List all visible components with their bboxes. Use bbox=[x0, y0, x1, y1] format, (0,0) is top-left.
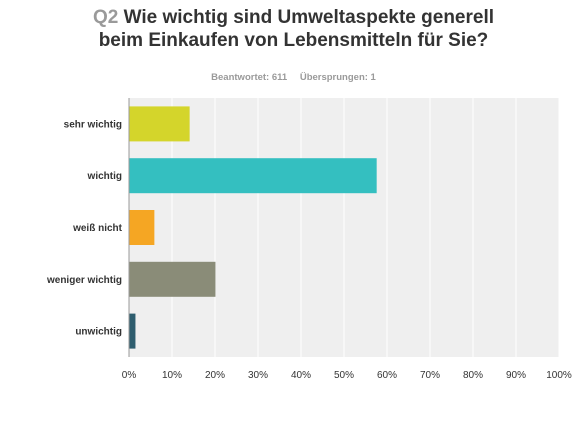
x-tick-label: 50% bbox=[334, 370, 354, 381]
bar bbox=[129, 210, 155, 245]
x-tick-label: 40% bbox=[291, 370, 311, 381]
chart-title: Q2 Wie wichtig sind Umweltaspekte genere… bbox=[0, 6, 587, 52]
x-tick-label: 0% bbox=[122, 370, 137, 381]
y-category-label: sehr wichtig bbox=[64, 119, 122, 130]
bar bbox=[129, 261, 216, 297]
x-tick-label: 30% bbox=[248, 370, 268, 381]
x-tick-label: 90% bbox=[506, 370, 526, 381]
question-number: Q2 bbox=[92, 7, 119, 28]
question-text-line2: beim Einkaufen von Lebensmitteln für Sie… bbox=[98, 30, 489, 51]
y-category-label: weniger wichtig bbox=[46, 275, 122, 286]
bar bbox=[129, 158, 377, 194]
y-category-label: weiß nicht bbox=[72, 223, 123, 234]
question-text-line1: Wie wichtig sind Umweltaspekte generell bbox=[123, 7, 495, 28]
answered-count: Beantwortet: 611 bbox=[211, 72, 288, 83]
bar bbox=[129, 106, 190, 142]
response-stats: Beantwortet: 611 Übersprungen: 1 bbox=[0, 72, 587, 83]
x-tick-label: 20% bbox=[205, 370, 225, 381]
x-tick-label: 100% bbox=[546, 370, 572, 381]
y-category-label: wichtig bbox=[87, 171, 122, 182]
skipped-count: Übersprungen: 1 bbox=[299, 72, 376, 83]
x-tick-label: 80% bbox=[463, 370, 483, 381]
bar bbox=[129, 313, 136, 349]
x-tick-label: 70% bbox=[420, 370, 440, 381]
x-tick-label: 10% bbox=[162, 370, 182, 381]
x-tick-label: 60% bbox=[377, 370, 397, 381]
y-category-label: unwichtig bbox=[75, 327, 122, 338]
